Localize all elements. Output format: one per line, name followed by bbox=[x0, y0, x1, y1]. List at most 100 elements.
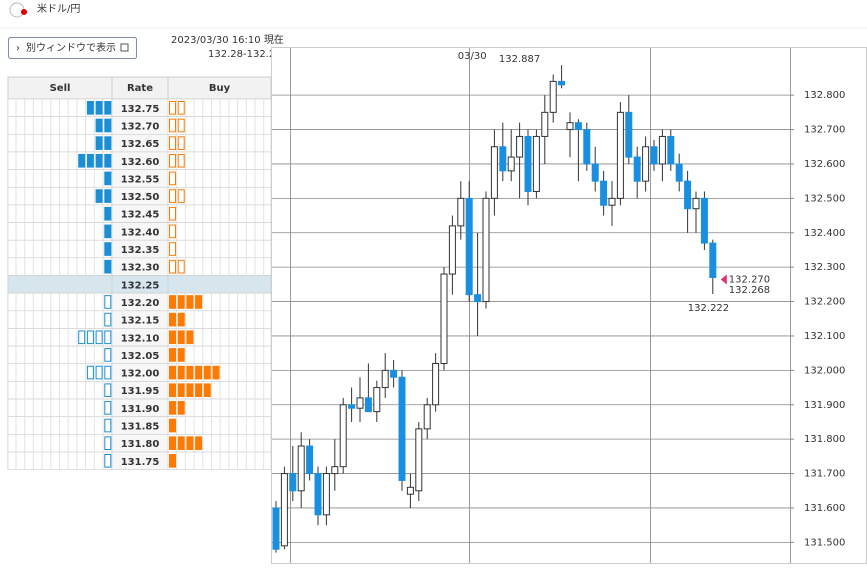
y-tick-label: 132.600 bbox=[804, 159, 845, 170]
candle-body bbox=[558, 80, 566, 86]
candle-body bbox=[616, 111, 624, 199]
sell-box bbox=[104, 295, 112, 309]
sell-box bbox=[104, 383, 112, 398]
candle-body bbox=[658, 135, 666, 165]
candle-body bbox=[356, 397, 364, 409]
buy-box bbox=[177, 101, 185, 115]
rate-label: 132.70 bbox=[121, 121, 160, 132]
sell-box bbox=[95, 153, 103, 168]
buy-box bbox=[203, 383, 211, 398]
candle-body bbox=[650, 146, 658, 165]
rate-cell bbox=[111, 451, 169, 470]
candle-body bbox=[457, 197, 465, 227]
buy-box bbox=[169, 401, 176, 415]
sell-box bbox=[104, 401, 112, 415]
flag-dot bbox=[21, 9, 27, 15]
sell-box bbox=[104, 454, 112, 468]
buy-box bbox=[203, 365, 211, 380]
price-annotation: 132.222 bbox=[688, 303, 729, 314]
sell-box bbox=[104, 330, 112, 345]
buy-box bbox=[169, 224, 176, 239]
candle-body bbox=[406, 486, 414, 495]
buy-box bbox=[169, 295, 176, 309]
buy-box bbox=[195, 295, 203, 309]
popout-button[interactable] bbox=[8, 37, 137, 59]
candle-body bbox=[289, 473, 297, 492]
candle-body bbox=[608, 197, 616, 206]
rate-label: 132.10 bbox=[121, 333, 160, 344]
candle-body bbox=[591, 163, 599, 182]
buy-box bbox=[195, 365, 203, 380]
buy-box bbox=[195, 383, 203, 398]
rate-label: 132.25 bbox=[121, 280, 160, 291]
buy-box bbox=[169, 365, 176, 380]
y-tick-label: 132.200 bbox=[804, 297, 845, 308]
rate-label: 132.65 bbox=[121, 139, 160, 150]
candle-body bbox=[625, 111, 633, 158]
candle-body bbox=[583, 129, 591, 165]
buy-box bbox=[169, 118, 176, 133]
sell-box bbox=[104, 365, 112, 380]
buy-box bbox=[177, 118, 185, 133]
candle-body bbox=[633, 156, 641, 182]
candle-body bbox=[692, 197, 700, 210]
candle-body bbox=[532, 135, 540, 192]
rate-label: 132.55 bbox=[121, 174, 160, 185]
buy-box bbox=[186, 365, 194, 380]
candle-body bbox=[373, 387, 381, 413]
candle-body bbox=[709, 242, 717, 278]
candle-body bbox=[675, 163, 683, 182]
rate-label: 132.60 bbox=[121, 157, 160, 168]
rate-label: 132.45 bbox=[121, 210, 160, 221]
popout-icon bbox=[120, 43, 129, 52]
candle-body bbox=[398, 376, 406, 481]
y-tick-label: 131.700 bbox=[804, 469, 845, 480]
candle-body bbox=[339, 404, 347, 468]
sell-box bbox=[86, 365, 94, 380]
chart-panel bbox=[271, 47, 867, 564]
y-tick-label: 132.000 bbox=[804, 365, 845, 376]
sell-box bbox=[104, 171, 112, 186]
y-tick-label: 132.700 bbox=[804, 125, 845, 136]
button-label[interactable]: 別ウィンドウで表示 bbox=[26, 41, 116, 54]
rate-label: 132.75 bbox=[121, 104, 160, 115]
y-tick-label: 131.500 bbox=[804, 537, 845, 548]
candle-body bbox=[314, 473, 322, 516]
sell-box bbox=[86, 153, 94, 168]
candle-body bbox=[322, 473, 330, 516]
sell-box bbox=[95, 118, 103, 133]
buy-box bbox=[169, 136, 176, 150]
sell-box bbox=[104, 312, 112, 327]
buy-box bbox=[169, 454, 176, 468]
buy-box bbox=[169, 436, 176, 451]
sell-box bbox=[104, 259, 112, 274]
buy-box bbox=[186, 330, 194, 345]
candle-body bbox=[272, 507, 280, 550]
sell-box bbox=[78, 153, 86, 168]
buy-box bbox=[169, 206, 176, 221]
y-tick-label: 132.800 bbox=[804, 90, 845, 101]
column-header: Buy bbox=[209, 83, 231, 94]
sell-box bbox=[104, 224, 112, 239]
rate-label: 132.05 bbox=[121, 351, 160, 362]
buy-box bbox=[169, 101, 176, 115]
sell-box bbox=[104, 436, 112, 451]
candle-body bbox=[440, 273, 448, 364]
buy-box bbox=[169, 153, 176, 168]
buy-box bbox=[177, 153, 185, 168]
buy-box bbox=[212, 365, 220, 380]
sell-box bbox=[104, 118, 112, 133]
buy-box bbox=[169, 242, 176, 256]
sell-box bbox=[104, 153, 112, 168]
candle-body bbox=[642, 146, 650, 182]
buy-box bbox=[177, 383, 185, 398]
candle-body bbox=[684, 180, 692, 210]
candle-body bbox=[490, 146, 498, 199]
sell-box bbox=[104, 242, 112, 256]
rate-label: 131.90 bbox=[121, 404, 160, 415]
sell-box bbox=[95, 330, 103, 345]
sell-box bbox=[95, 189, 103, 203]
sell-box bbox=[95, 365, 103, 380]
sell-box bbox=[95, 136, 103, 150]
